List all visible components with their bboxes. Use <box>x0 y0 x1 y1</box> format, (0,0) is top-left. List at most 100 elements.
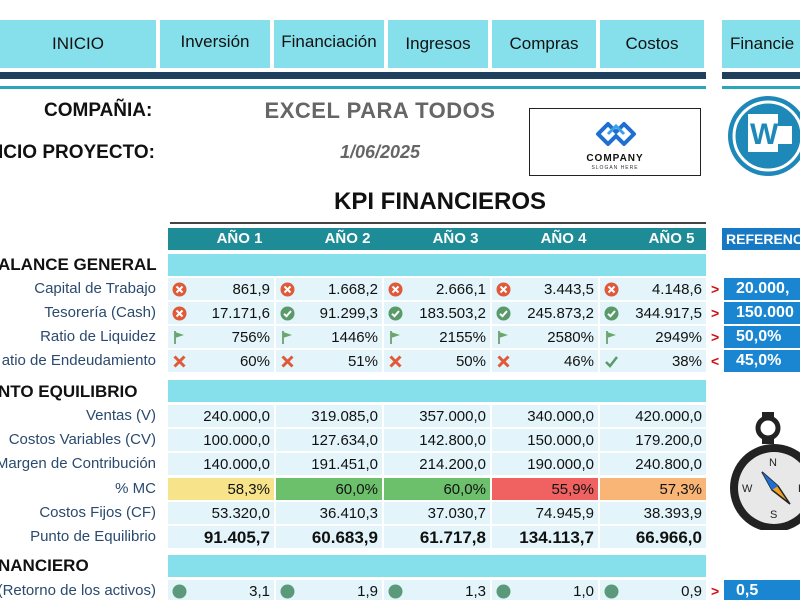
nav-tab-6[interactable]: Financie <box>722 20 800 68</box>
table-cell[interactable]: 3,1 <box>168 580 274 600</box>
table-cell[interactable]: 2.666,1 <box>384 278 490 300</box>
cell-value: 191.451,0 <box>311 456 378 473</box>
nav-tab-5[interactable]: Costos <box>600 20 706 68</box>
x-circle-icon <box>172 306 187 321</box>
table-cell[interactable]: 319.085,0 <box>276 405 382 427</box>
word-document-icon[interactable]: W <box>724 94 800 178</box>
reference-value[interactable]: 45,0% <box>724 350 800 372</box>
table-cell[interactable]: 1,9 <box>276 580 382 600</box>
table-cell[interactable]: 2155% <box>384 326 490 348</box>
year-header-3: AÑO 3 <box>432 230 479 247</box>
reference-value[interactable]: 20.000, <box>724 278 800 300</box>
table-cell[interactable]: 66.966,0 <box>600 526 706 548</box>
table-cell[interactable]: 357.000,0 <box>384 405 490 427</box>
nav-tab-1[interactable]: Inversión <box>160 20 272 68</box>
table-cell[interactable]: 46% <box>492 350 598 372</box>
table-cell[interactable]: 127.634,0 <box>276 429 382 451</box>
cell-value: 319.085,0 <box>311 408 378 425</box>
table-cell[interactable]: 60.683,9 <box>276 526 382 548</box>
table-cell[interactable]: 36.410,3 <box>276 502 382 524</box>
table-cell[interactable]: 37.030,7 <box>384 502 490 524</box>
table-cell[interactable]: 100.000,0 <box>168 429 274 451</box>
table-cell[interactable]: 1,3 <box>384 580 490 600</box>
nav-tab-2[interactable]: Financiación <box>274 20 386 68</box>
table-cell[interactable]: 1.668,2 <box>276 278 382 300</box>
table-cell[interactable]: 74.945,9 <box>492 502 598 524</box>
cell-value: 179.200,0 <box>635 432 702 449</box>
kpi-title: KPI FINANCIEROS <box>333 188 546 215</box>
row-label: Capital de Trabajo <box>34 280 156 297</box>
table-cell[interactable]: 245.873,2 <box>492 302 598 324</box>
reference-value[interactable]: 0,5 <box>724 580 800 600</box>
reference-value[interactable]: 50,0% <box>724 326 800 348</box>
table-cell[interactable]: 1446% <box>276 326 382 348</box>
table-cell[interactable]: 58,3% <box>168 478 274 500</box>
table-cell[interactable]: 91.405,7 <box>168 526 274 548</box>
nav-tab-3[interactable]: Ingresos <box>388 20 490 68</box>
table-cell[interactable]: 2949% <box>600 326 706 348</box>
table-cell[interactable]: 134.113,7 <box>492 526 598 548</box>
status-icon <box>604 330 619 350</box>
cell-value: 3,1 <box>249 583 270 600</box>
table-cell[interactable]: 191.451,0 <box>276 453 382 475</box>
table-cell[interactable]: 61.717,8 <box>384 526 490 548</box>
cell-value: 1,3 <box>465 583 486 600</box>
cell-value: 100.000,0 <box>203 432 270 449</box>
table-cell[interactable]: 60% <box>168 350 274 372</box>
table-cell[interactable]: 340.000,0 <box>492 405 598 427</box>
table-cell[interactable]: 1,0 <box>492 580 598 600</box>
table-cell[interactable]: 17.171,6 <box>168 302 274 324</box>
cell-value: 344.917,5 <box>635 305 702 322</box>
cell-value: 37.030,7 <box>427 505 486 522</box>
table-cell[interactable]: 60,0% <box>276 478 382 500</box>
cell-value: 53.320,0 <box>211 505 270 522</box>
compass-w: W <box>742 483 753 495</box>
compass-s: S <box>770 509 777 521</box>
table-cell[interactable]: 179.200,0 <box>600 429 706 451</box>
table-cell[interactable]: 344.917,5 <box>600 302 706 324</box>
table-cell[interactable]: 861,9 <box>168 278 274 300</box>
table-cell[interactable]: 50% <box>384 350 490 372</box>
cell-value: 36.410,3 <box>319 505 378 522</box>
table-cell[interactable]: 140.000,0 <box>168 453 274 475</box>
check-circle-icon <box>280 306 295 321</box>
company-name: EXCEL PARA TODOS <box>264 98 496 123</box>
table-cell[interactable]: 55,9% <box>492 478 598 500</box>
reference-value[interactable]: 150.000 <box>724 302 800 324</box>
table-cell[interactable]: 240.800,0 <box>600 453 706 475</box>
table-cell[interactable]: 38.393,9 <box>600 502 706 524</box>
flag-icon <box>606 331 616 344</box>
table-cell[interactable]: 38% <box>600 350 706 372</box>
table-cell[interactable]: 4.148,6 <box>600 278 706 300</box>
table-cell[interactable]: 420.000,0 <box>600 405 706 427</box>
table-cell[interactable]: 91.299,3 <box>276 302 382 324</box>
table-cell[interactable]: 2580% <box>492 326 598 348</box>
table-cell[interactable]: 240.000,0 <box>168 405 274 427</box>
table-cell[interactable]: 183.503,2 <box>384 302 490 324</box>
cell-value: 2155% <box>439 329 486 346</box>
cell-value: 134.113,7 <box>519 528 594 547</box>
cell-value: 142.800,0 <box>419 432 486 449</box>
nav-tab-4[interactable]: Compras <box>492 20 598 68</box>
table-cell[interactable]: 51% <box>276 350 382 372</box>
flag-icon <box>174 331 184 344</box>
nav-divider-thin-right <box>722 86 800 89</box>
nav-tab-0[interactable]: INICIO <box>0 20 158 68</box>
table-cell[interactable]: 756% <box>168 326 274 348</box>
table-cell[interactable]: 53.320,0 <box>168 502 274 524</box>
cell-value: 4.148,6 <box>651 281 702 298</box>
nav-divider-thin <box>0 86 706 89</box>
table-cell[interactable]: 142.800,0 <box>384 429 490 451</box>
status-icon <box>172 354 187 374</box>
table-cell[interactable]: 60,0% <box>384 478 490 500</box>
cell-value: 66.966,0 <box>635 528 702 547</box>
table-cell[interactable]: 3.443,5 <box>492 278 598 300</box>
row-label: Ventas (V) <box>85 407 156 424</box>
table-cell[interactable]: 57,3% <box>600 478 706 500</box>
table-cell[interactable]: 190.000,0 <box>492 453 598 475</box>
table-cell[interactable]: 0,9 <box>600 580 706 600</box>
table-cell[interactable]: 214.200,0 <box>384 453 490 475</box>
table-cell[interactable]: 150.000,0 <box>492 429 598 451</box>
cell-value: 190.000,0 <box>527 456 594 473</box>
comparison-operator: > <box>711 305 720 321</box>
